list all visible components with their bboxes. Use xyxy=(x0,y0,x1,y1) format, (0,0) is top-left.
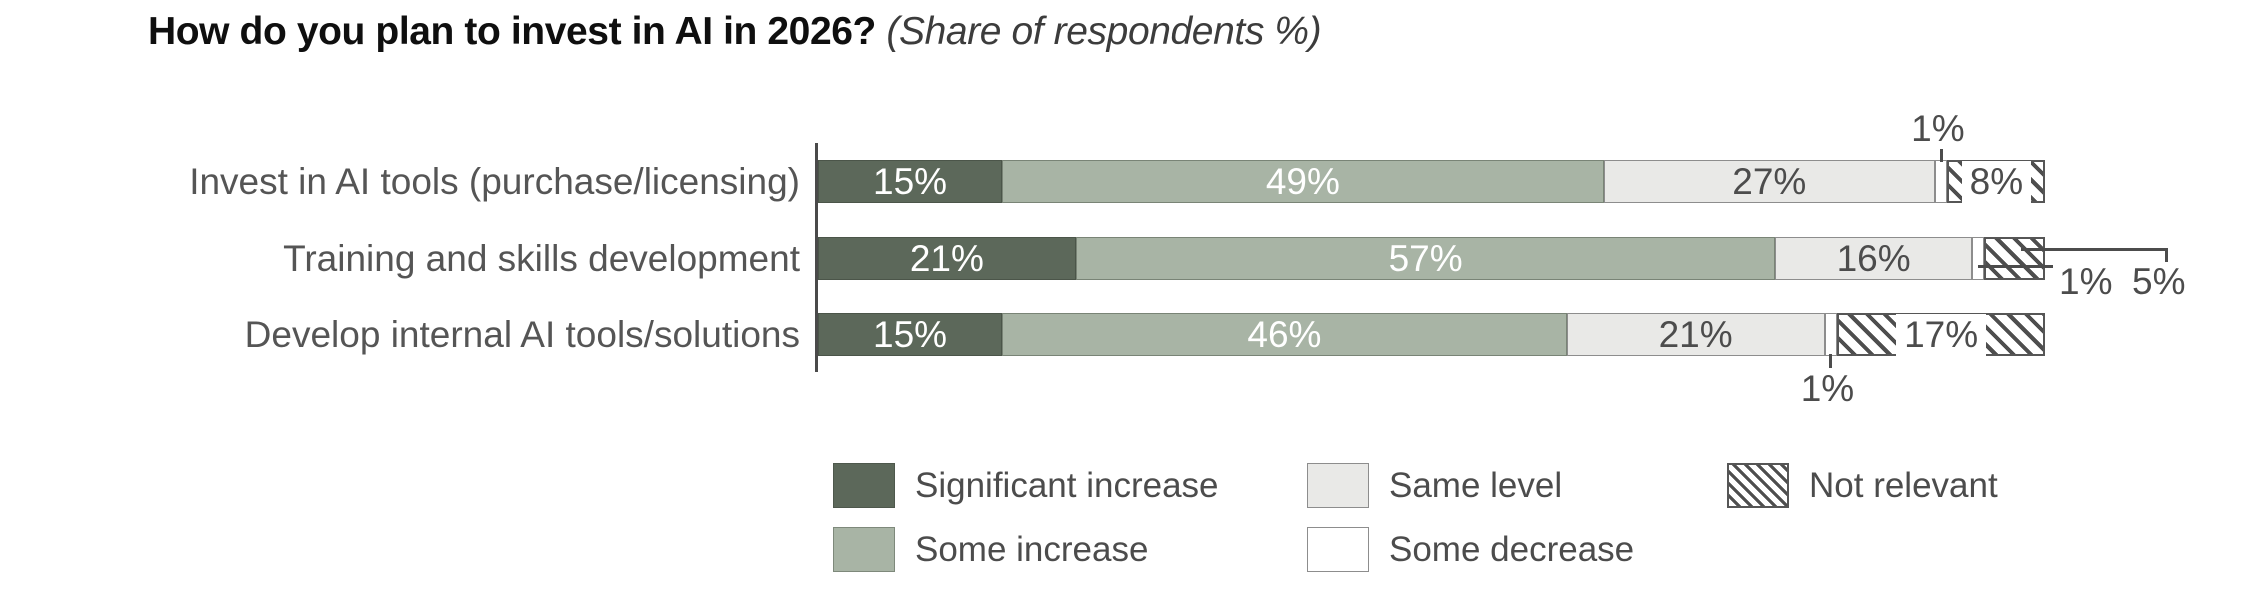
legend-swatch-not-relevant xyxy=(1727,463,1789,508)
callout-label: 1% xyxy=(1911,108,1965,149)
bar-segment-some-decrease xyxy=(1824,313,1837,356)
bar-segment-significant-increase: 15% xyxy=(818,313,1003,356)
bar-segment-not-relevant: 8% xyxy=(1947,160,2046,203)
segment-value-label: 16% xyxy=(1836,237,1911,279)
bar-segment-some-increase: 46% xyxy=(1002,313,1567,356)
bar-segment-significant-increase: 21% xyxy=(818,237,1076,280)
legend-item-some-decrease: Some decrease xyxy=(1307,527,1634,572)
callout-leader-line xyxy=(2020,248,2168,251)
segment-value-label: 49% xyxy=(1265,160,1340,202)
chart-title: How do you plan to invest in AI in 2026?… xyxy=(148,8,1322,56)
legend-item-some-increase: Some increase xyxy=(833,527,1148,572)
segment-value-label: 21% xyxy=(909,237,984,279)
legend-item-not-relevant: Not relevant xyxy=(1727,463,1998,508)
callout-leader-line xyxy=(1977,265,2053,268)
callout-label: 1% xyxy=(1800,368,1855,409)
segment-value-label: 27% xyxy=(1732,160,1807,202)
chart-title-main: How do you plan to invest in AI in 2026? xyxy=(148,10,876,53)
bar-row-develop-internal-ai-tools-solutions: 15% 46% 21% 17% xyxy=(818,313,2046,356)
legend-label-not-relevant: Not relevant xyxy=(1809,465,1998,505)
bar-segment-not-relevant xyxy=(1984,237,2046,280)
segment-value-label: 21% xyxy=(1658,313,1733,355)
callout-tick xyxy=(1939,149,1943,162)
legend-swatch-same-level xyxy=(1307,463,1369,508)
bar-segment-some-increase: 49% xyxy=(1002,160,1604,203)
callout-label: 5% xyxy=(2132,261,2186,302)
bar-segment-significant-increase: 15% xyxy=(818,160,1003,203)
chart-title-subtitle: (Share of respondents %) xyxy=(886,10,1322,53)
bar-segment-same-level: 21% xyxy=(1566,313,1825,356)
category-label-training-and-skills-development: Training and skills development xyxy=(283,238,800,279)
legend-label-some-increase: Some increase xyxy=(915,529,1149,569)
segment-value-label: 46% xyxy=(1247,313,1322,355)
category-label-develop-internal-ai-tools-solutions: Develop internal AI tools/solutions xyxy=(244,314,800,355)
category-label-invest-in-ai-tools-purchase-licensing: Invest in AI tools (purchase/licensing) xyxy=(189,161,800,202)
callout-leader-hook xyxy=(2165,248,2168,262)
segment-value-label: 15% xyxy=(873,313,948,355)
legend-item-same-level: Same level xyxy=(1307,463,1562,508)
legend-label-significant-increase: Significant increase xyxy=(915,465,1219,505)
legend-swatch-some-decrease xyxy=(1307,527,1369,572)
bar-segment-same-level: 16% xyxy=(1775,237,1972,280)
y-axis-line xyxy=(815,143,818,372)
bar-row-training-and-skills-development: 21% 57% 16% xyxy=(818,237,2046,280)
bar-segment-some-decrease xyxy=(1971,237,1985,280)
bar-segment-same-level: 27% xyxy=(1603,160,1936,203)
callout-label: 1% xyxy=(2059,261,2113,302)
legend-item-significant-increase: Significant increase xyxy=(833,463,1219,508)
segment-value-label: 8% xyxy=(1961,160,2032,203)
bar-row-invest-in-ai-tools-purchase-licensing: 15% 49% 27% 8% xyxy=(818,160,2046,203)
legend-swatch-some-increase xyxy=(833,527,895,572)
bar-segment-some-increase: 57% xyxy=(1075,237,1776,280)
callout-tick xyxy=(1829,354,1833,368)
legend-label-some-decrease: Some decrease xyxy=(1389,529,1635,569)
segment-value-label: 15% xyxy=(873,160,948,202)
bar-segment-not-relevant: 17% xyxy=(1836,313,2046,356)
legend-swatch-significant-increase xyxy=(833,463,895,508)
segment-value-label: 17% xyxy=(1896,313,1987,356)
bar-segment-some-decrease xyxy=(1935,160,1948,203)
legend-label-same-level: Same level xyxy=(1389,465,1563,505)
segment-value-label: 57% xyxy=(1388,237,1463,279)
